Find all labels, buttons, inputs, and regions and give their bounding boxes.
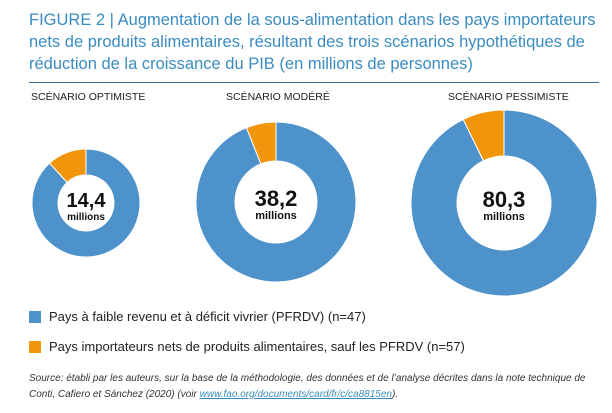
source-end: ). — [391, 389, 399, 400]
legend-swatch-orange — [29, 340, 41, 353]
legend-swatch-blue — [29, 310, 41, 323]
legend-label: Pays importateurs nets de produits alime… — [49, 339, 465, 354]
source-text: Source: établi par les auteurs, sur la b… — [29, 373, 586, 400]
source-note: Source: établi par les auteurs, sur la b… — [29, 371, 589, 403]
donut-slice-other — [48, 148, 87, 184]
donut-unit-label: millions — [67, 212, 105, 223]
donut-slice-pfrdv — [195, 121, 357, 283]
donut-total-label: 14,4 — [67, 190, 107, 212]
legend-item-pfrdv: Pays à faible revenu et à déficit vivrie… — [29, 309, 366, 324]
legend-item-other: Pays importateurs nets de produits alime… — [29, 339, 465, 354]
donut-slice-pfrdv — [410, 109, 598, 297]
donut-slice-other — [245, 121, 277, 165]
legend-label: Pays à faible revenu et à déficit vivrie… — [49, 309, 366, 324]
donut-slice-other — [462, 109, 505, 162]
donut-total-label: 80,3 — [483, 187, 526, 212]
scenario-label-optimiste: SCÉNARIO OPTIMISTE — [31, 91, 146, 103]
scenario-label-modere: SCÉNARIO MODÉRÉ — [226, 91, 330, 103]
source-link[interactable]: www.fao.org/documents/card/fr/c/ca8815en — [199, 389, 392, 400]
donut-slice-pfrdv — [31, 148, 141, 258]
title-divider — [29, 82, 599, 83]
figure-title: FIGURE 2 | Augmentation de la sous-alime… — [29, 11, 596, 73]
donut-unit-label: millions — [483, 211, 525, 223]
donut-total-label: 38,2 — [255, 186, 298, 211]
scenario-label-pessimiste: SCÉNARIO PESSIMISTE — [448, 91, 569, 103]
donut-unit-label: millions — [255, 210, 297, 222]
